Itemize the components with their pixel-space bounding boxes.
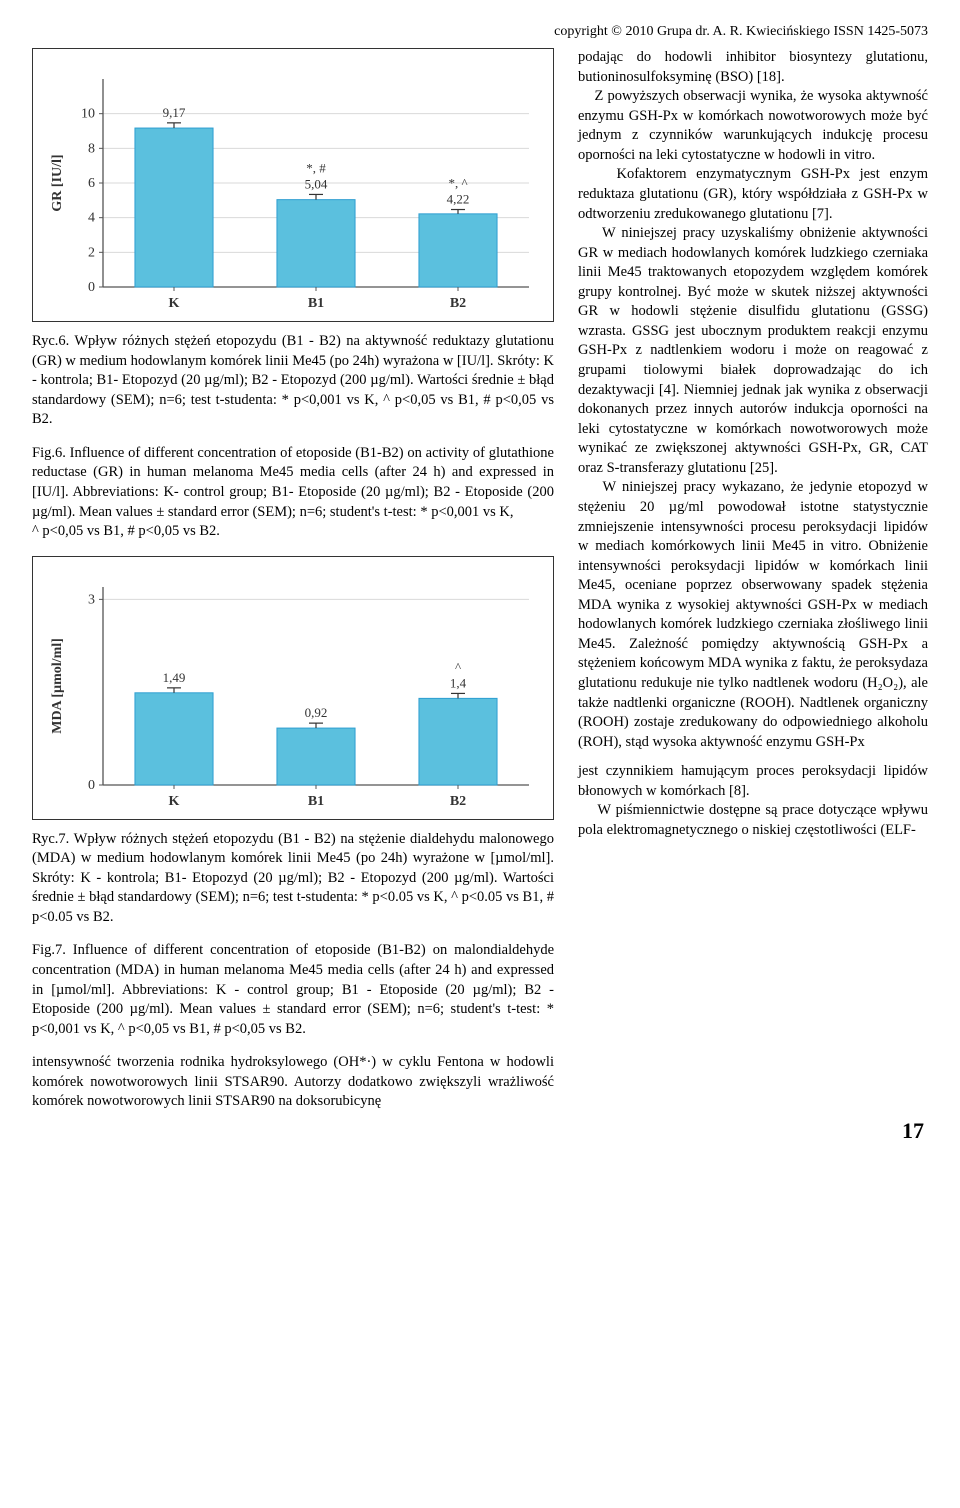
two-columns: 0 2 4 6 8 10 9,17 K 5,04*, # B1 4,22*, ^ B2 GR [IU/l…: [32, 48, 928, 1112]
svg-text:4,22: 4,22: [447, 192, 470, 207]
svg-text:*, #: *, #: [306, 160, 326, 175]
svg-text:K: K: [169, 296, 180, 311]
svg-text:B1: B1: [308, 296, 324, 311]
right-continuation-text: jest czynnikiem hamującym proces peroksy…: [578, 762, 928, 840]
svg-text:0: 0: [88, 280, 95, 295]
svg-text:5,04: 5,04: [305, 176, 328, 191]
figure-6-caption-en: Fig.6. Influence of different concentrat…: [32, 444, 554, 542]
left-column: 0 2 4 6 8 10 9,17 K 5,04*, # B1 4,22*, ^ B2 GR [IU/l…: [32, 48, 554, 1112]
left-continuation-text: intensywność tworzenia rodnika hydroksyl…: [32, 1053, 554, 1112]
svg-text:3: 3: [88, 592, 95, 607]
figure-7-caption-pl: Ryc.7. Wpływ różnych stężeń etopozydu (B…: [32, 830, 554, 928]
right-column: podając do hodowli inhibitor biosyntezy …: [578, 48, 928, 1112]
svg-text:9,17: 9,17: [163, 105, 186, 120]
svg-text:B2: B2: [450, 296, 466, 311]
svg-text:GR [IU/l]: GR [IU/l]: [50, 154, 65, 211]
right-body-text: podając do hodowli inhibitor biosyntezy …: [578, 48, 928, 752]
figure-6-chart: 0 2 4 6 8 10 9,17 K 5,04*, # B1 4,22*, ^ B2 GR [IU/l…: [32, 48, 554, 322]
copyright-line: copyright © 2010 Grupa dr. A. R. Kwieciń…: [32, 24, 928, 40]
figure-6-caption-en-a: Fig.6. Influence of different concentrat…: [32, 445, 554, 520]
figure-6-caption-en-b: ^ p<0,05 vs B1, # p<0,05 vs B2.: [32, 523, 220, 539]
svg-text:1,49: 1,49: [163, 669, 186, 684]
figure-7-caption-en: Fig.7. Influence of different concentrat…: [32, 941, 554, 1039]
svg-text:6: 6: [88, 176, 95, 191]
svg-text:MDA [µmol/ml]: MDA [µmol/ml]: [50, 638, 65, 734]
svg-text:B2: B2: [450, 794, 466, 809]
svg-text:0,92: 0,92: [305, 705, 328, 720]
figure-6-caption-pl: Ryc.6. Wpływ różnych stężeń etopozydu (B…: [32, 332, 554, 430]
mda-bar-chart: 0 3 1,49 K 0,92 B1 1,4^ B2 MDA [µmol/ml]: [43, 565, 543, 815]
gr-bar-chart: 0 2 4 6 8 10 9,17 K 5,04*, # B1 4,22*, ^ B2 GR [IU/l…: [43, 57, 543, 317]
svg-text:10: 10: [81, 107, 95, 122]
svg-text:0: 0: [88, 778, 95, 793]
svg-text:K: K: [169, 794, 180, 809]
svg-text:^: ^: [455, 659, 461, 674]
page: copyright © 2010 Grupa dr. A. R. Kwieciń…: [0, 0, 960, 1152]
svg-text:1,4: 1,4: [450, 675, 467, 690]
figure-7-chart: 0 3 1,49 K 0,92 B1 1,4^ B2 MDA [µmol/ml]: [32, 556, 554, 820]
page-number: 17: [902, 1118, 924, 1144]
svg-text:2: 2: [88, 245, 95, 260]
svg-text:B1: B1: [308, 794, 324, 809]
svg-text:8: 8: [88, 141, 95, 156]
svg-text:*, ^: *, ^: [448, 176, 467, 191]
svg-text:4: 4: [88, 211, 95, 226]
